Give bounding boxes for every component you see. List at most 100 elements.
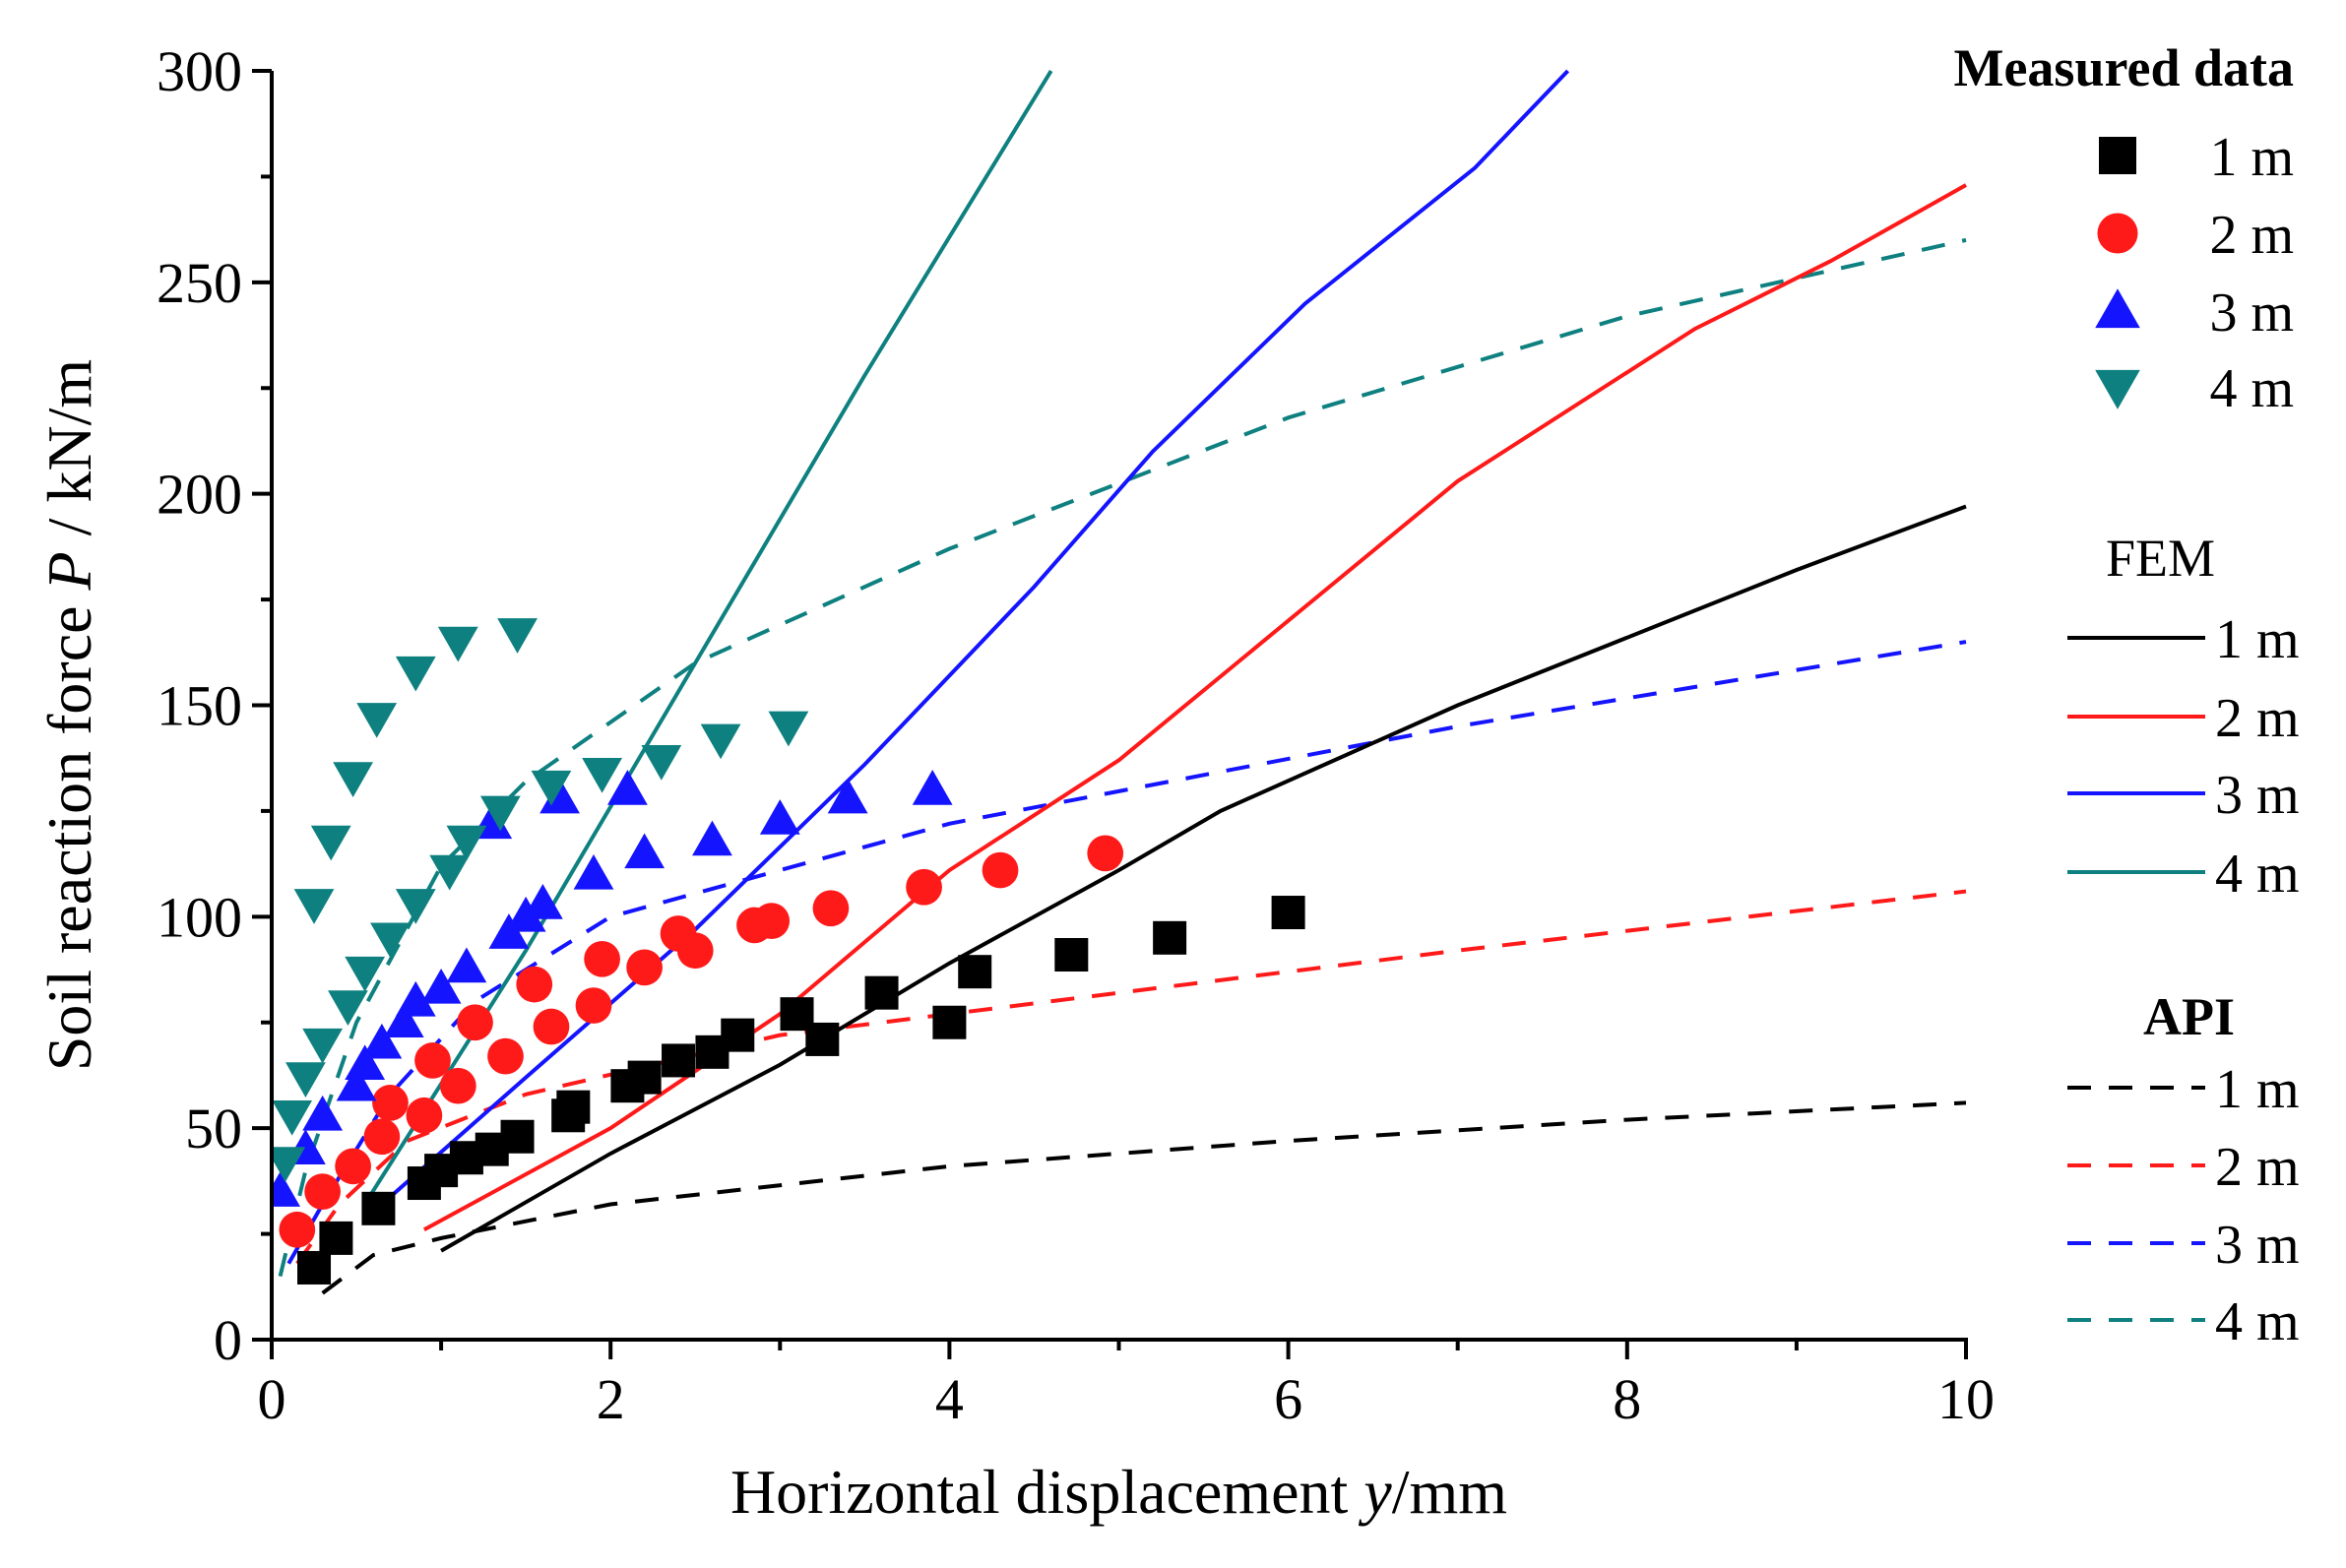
measured-3m-point	[446, 947, 487, 983]
measured-2m-point	[1087, 835, 1124, 872]
x-tick-label: 6	[1274, 1367, 1302, 1431]
measured-4m-point	[328, 990, 368, 1026]
x-axis-label: Horizontal displacement y/mm	[730, 1457, 1507, 1527]
measured-2m-point	[533, 1008, 570, 1045]
axes: 0 50 100 150 200 250 300 0 2 4 6 8 10 Horizontal disp…	[34, 39, 1995, 1527]
measured-1m-point	[932, 1005, 967, 1039]
measured-4m-point	[437, 626, 478, 662]
measured-1m-point	[805, 1022, 840, 1056]
measured-2m-point	[406, 1097, 443, 1134]
measured-3m-point	[420, 968, 462, 1004]
legend-label-measured-4m: 4 m	[2209, 358, 2294, 419]
legend-label-api-3m: 3 m	[2215, 1215, 2300, 1276]
measured-1m-point	[721, 1018, 755, 1052]
measured-1m-point	[556, 1090, 591, 1124]
measured-2m-point	[626, 949, 663, 986]
measured-4m-point	[370, 922, 411, 959]
measured-3m-point	[336, 1065, 377, 1101]
measured-1m-point	[627, 1060, 662, 1095]
legend-label-api-1m: 1 m	[2215, 1059, 2300, 1120]
measured-4m-point	[582, 757, 622, 793]
measured-4m-point	[395, 656, 436, 692]
measured-1m-point	[1271, 896, 1305, 930]
legend-marker-measured-4m	[2095, 369, 2140, 409]
x-tick-label: 8	[1613, 1367, 1641, 1431]
measured-3m-point	[361, 1023, 403, 1059]
legend-title-fem: FEM	[2106, 529, 2215, 588]
measured-2m-point	[516, 966, 553, 1003]
measured-2m-point	[584, 940, 620, 977]
measured-3m-point	[692, 820, 732, 856]
measured-4m-point	[272, 1147, 306, 1182]
y-tick-label: 200	[157, 463, 242, 527]
measured-2m-point	[906, 868, 942, 906]
legend-label-measured-1m: 1 m	[2209, 127, 2294, 188]
measured-4m-point	[479, 795, 521, 832]
measured-2m-point	[982, 851, 1019, 889]
measured-3m-point	[395, 980, 436, 1017]
measured-4m-point	[641, 745, 682, 781]
measured-3m-point	[345, 1044, 386, 1081]
api-line-1m	[321, 1100, 1967, 1295]
measured-4m-point	[356, 703, 398, 738]
measured-3m-point	[759, 799, 800, 835]
x-tick-label: 0	[258, 1367, 286, 1431]
legend-marker-measured-1m	[2099, 137, 2136, 174]
x-tick-label: 2	[597, 1367, 625, 1431]
measured-1m-point	[500, 1119, 535, 1154]
x-tick-label: 10	[1937, 1367, 1995, 1431]
measured-3m-point	[573, 853, 614, 890]
plot-area	[272, 69, 1967, 1295]
measured-2m-point	[439, 1067, 476, 1104]
measured-4m-point	[700, 723, 741, 760]
measured-2m-point	[414, 1042, 451, 1079]
measured-3m-point	[302, 1095, 344, 1131]
measured-2m-point	[676, 932, 714, 970]
measured-2m-point	[372, 1085, 409, 1121]
legend-title-api: API	[2143, 987, 2235, 1046]
measured-1m-point	[1054, 938, 1089, 972]
measured-1m-point	[319, 1221, 353, 1255]
measured-1m-point	[864, 975, 899, 1010]
measured-4m-point	[429, 854, 471, 891]
measured-4m-point	[395, 889, 436, 924]
api-line-2m	[295, 889, 1967, 1265]
measured-3m-point	[383, 1002, 424, 1038]
legend-marker-measured-3m	[2095, 288, 2140, 329]
measured-1m-point	[1153, 920, 1187, 955]
measured-2m-point	[487, 1037, 524, 1075]
measured-1m-point	[662, 1043, 696, 1078]
measured-2m-point	[457, 1004, 493, 1041]
measured-2m-point	[812, 890, 850, 927]
measured-1m-point	[958, 955, 992, 989]
y-tick-label: 0	[214, 1308, 242, 1372]
measured-4m-point	[768, 711, 809, 747]
x-tick-label: 4	[935, 1367, 964, 1431]
measured-1m-point	[361, 1191, 396, 1225]
measured-3m-point	[607, 770, 648, 805]
y-tick-label: 250	[157, 251, 242, 315]
measured-4m-point	[446, 825, 487, 861]
y-tick-label: 300	[157, 39, 242, 103]
legend-label-fem-2m: 2 m	[2215, 688, 2300, 749]
fem-line-1m	[440, 504, 1967, 1253]
fem-line-2m	[422, 183, 1967, 1232]
legend-label-fem-1m: 1 m	[2215, 609, 2300, 670]
measured-3m-point	[624, 833, 666, 869]
legend-label-api-2m: 2 m	[2215, 1137, 2300, 1198]
measured-4m-point	[497, 618, 538, 654]
legend-label-measured-3m: 3 m	[2209, 282, 2294, 344]
measured-3m-point	[522, 884, 563, 919]
measured-4m-point	[302, 1028, 344, 1064]
measured-2m-point	[575, 987, 612, 1024]
legend-label-fem-3m: 3 m	[2215, 765, 2300, 826]
api-line-3m	[286, 640, 1967, 1265]
measured-3m-point	[912, 770, 953, 805]
y-axis-label: Soil reaction force P / kN/m	[34, 359, 104, 1071]
measured-4m-point	[293, 889, 335, 924]
measured-4m-point	[333, 762, 374, 797]
measured-3m-point	[827, 778, 868, 814]
measured-2m-point	[335, 1148, 371, 1185]
